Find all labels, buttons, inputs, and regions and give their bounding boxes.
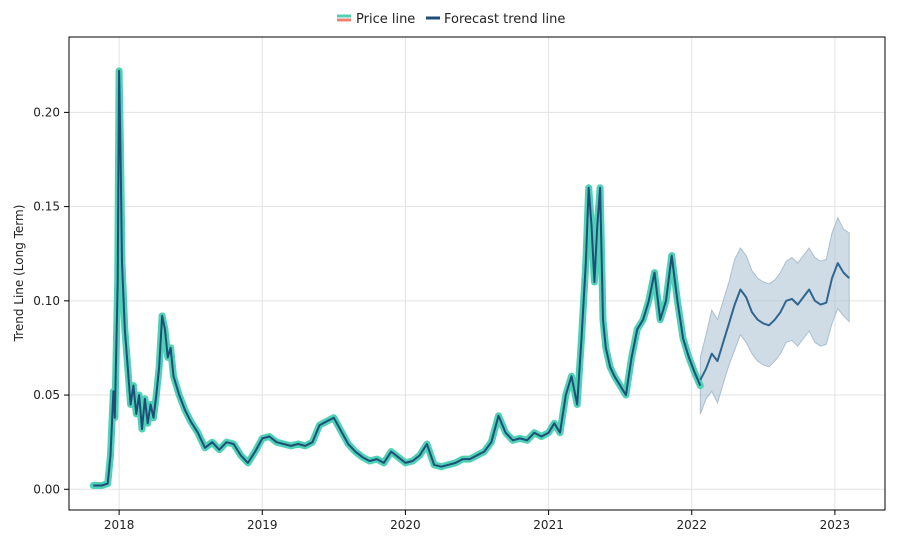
- forecast-band-layer: [699, 216, 850, 415]
- y-tick-label-0.10: 0.10: [33, 294, 60, 308]
- legend-forecast-label: Forecast trend line: [444, 12, 565, 27]
- legend-price-line-label: Price line: [356, 12, 415, 27]
- forecast-confidence-band: [699, 216, 850, 415]
- trend-line-historical: [93, 69, 702, 487]
- forecast-trend-line: [699, 262, 850, 381]
- y-axis: 0.00 0.05 0.10 0.15 0.20: [33, 105, 69, 496]
- x-tick-label-2023: 2023: [820, 518, 851, 532]
- y-tick-label-0.05: 0.05: [33, 388, 60, 402]
- x-tick-label-2022: 2022: [676, 518, 707, 532]
- x-tick-label-2021: 2021: [533, 518, 564, 532]
- y-tick-label-0.20: 0.20: [33, 105, 60, 119]
- y-tick-label-0.15: 0.15: [33, 200, 60, 214]
- x-tick-label-2018: 2018: [104, 518, 135, 532]
- series-layer: [89, 67, 850, 489]
- y-tick-label-0.00: 0.00: [33, 482, 60, 496]
- x-axis: 2018 2019 2020 2021 2022 2023: [104, 510, 850, 532]
- x-tick-label-2019: 2019: [247, 518, 278, 532]
- legend: Price line Forecast trend line: [337, 12, 565, 27]
- x-tick-label-2020: 2020: [390, 518, 421, 532]
- price-line: [89, 67, 704, 489]
- grid-layer: [69, 37, 885, 510]
- y-axis-title: Trend Line (Long Term): [12, 205, 26, 343]
- plot-frame: [68, 36, 886, 511]
